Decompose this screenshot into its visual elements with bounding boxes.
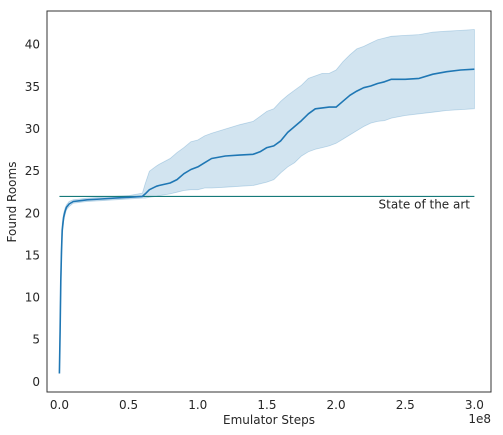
x-tick-label: 1.5 bbox=[257, 398, 276, 412]
plot-frame bbox=[46, 10, 492, 393]
x-tick-label: 0.0 bbox=[50, 398, 69, 412]
x-tick-label: 1.0 bbox=[188, 398, 207, 412]
y-tick-label: 35 bbox=[25, 80, 40, 94]
y-tick-label: 20 bbox=[25, 206, 40, 220]
x-tick-label: 2.5 bbox=[396, 398, 415, 412]
x-tick-label: 2.0 bbox=[327, 398, 346, 412]
y-tick-label: 15 bbox=[25, 248, 40, 262]
y-tick-label: 5 bbox=[32, 333, 40, 347]
y-tick-label: 10 bbox=[25, 291, 40, 305]
y-tick-label: 25 bbox=[25, 164, 40, 178]
reference-line-label: State of the art bbox=[379, 197, 471, 211]
y-tick-labels: 0 5 10 15 20 25 30 35 40 bbox=[25, 38, 40, 389]
y-tick-label: 40 bbox=[25, 38, 40, 52]
series-line-layer bbox=[58, 68, 475, 374]
series-line bbox=[58, 68, 475, 374]
x-axis-offset-label: 1e8 bbox=[468, 412, 491, 426]
x-tick-label: 3.0 bbox=[465, 398, 484, 412]
x-axis-label: Emulator Steps bbox=[223, 413, 315, 427]
x-tick-labels: 0.0 0.5 1.0 1.5 2.0 2.5 3.0 bbox=[50, 398, 484, 412]
y-tick-label: 30 bbox=[25, 122, 40, 136]
y-tick-label: 0 bbox=[32, 375, 40, 389]
y-axis-label: Found Rooms bbox=[5, 162, 19, 243]
x-tick-label: 0.5 bbox=[119, 398, 138, 412]
